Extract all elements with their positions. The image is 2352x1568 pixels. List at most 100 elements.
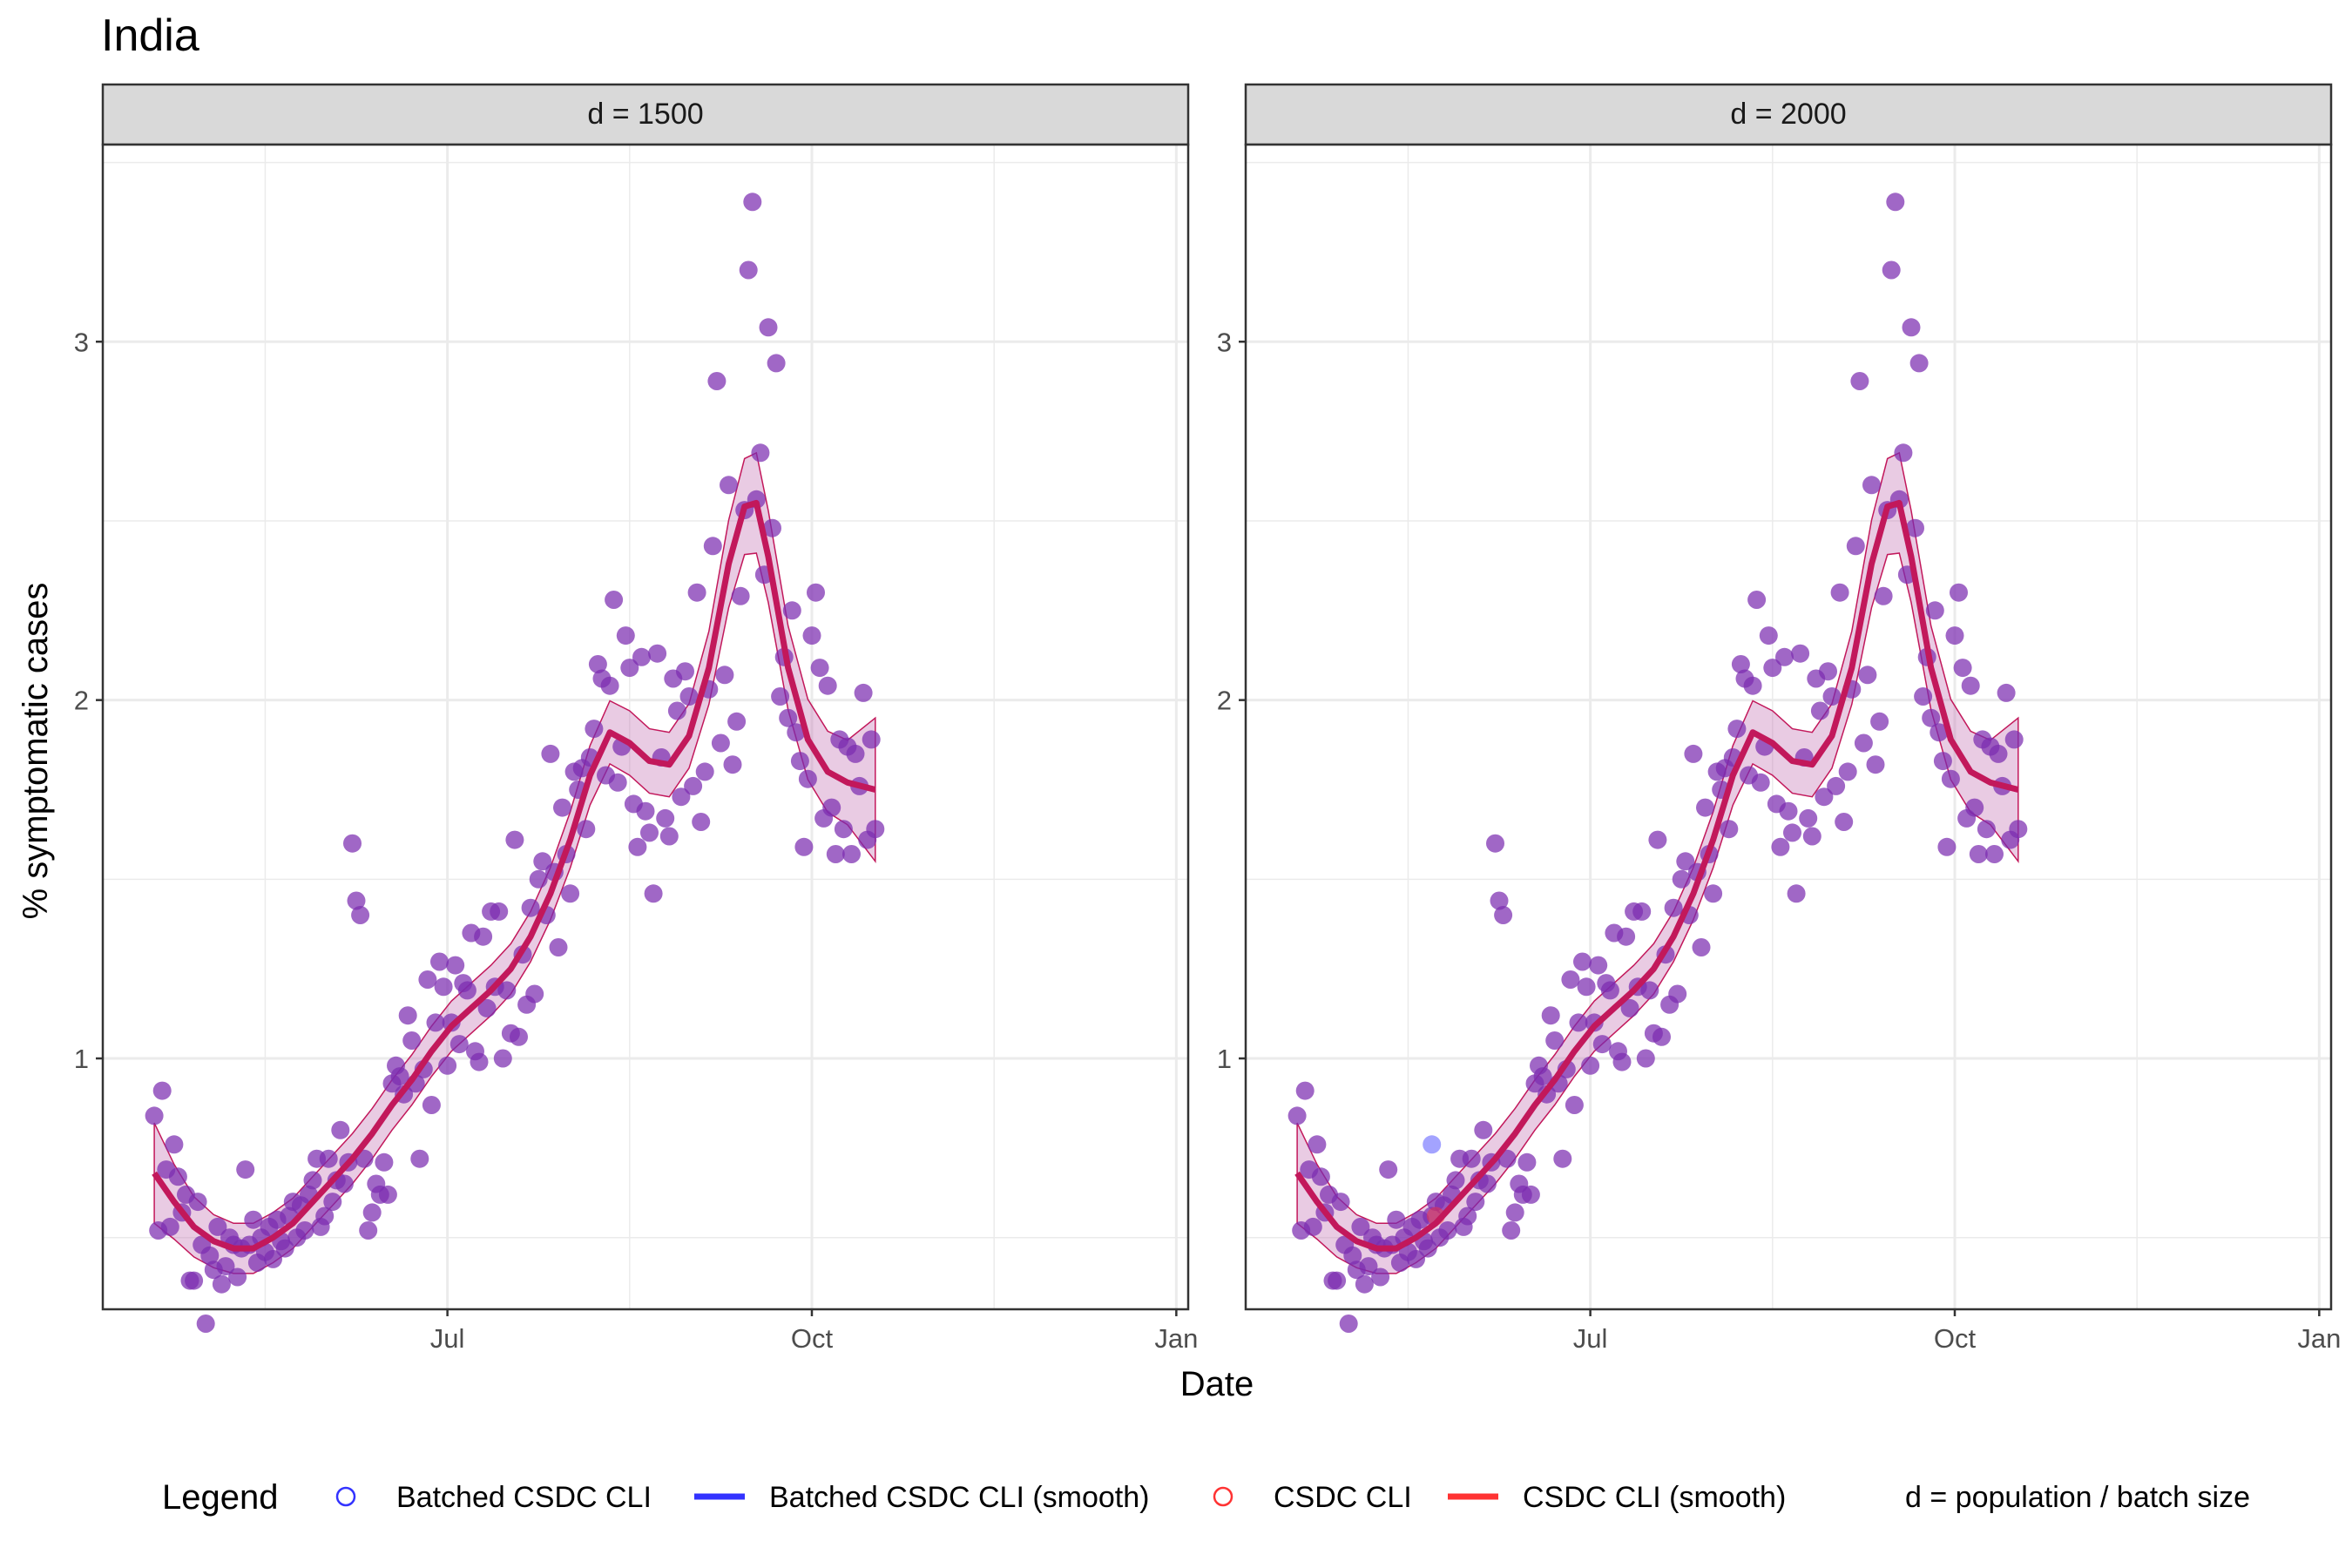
data-point bbox=[1922, 708, 1941, 727]
data-point bbox=[1438, 1221, 1457, 1240]
data-point bbox=[782, 601, 801, 620]
strip-label: d = 2000 bbox=[1730, 98, 1846, 131]
x-tick-label: Oct bbox=[791, 1323, 834, 1354]
data-point bbox=[1941, 769, 1960, 788]
x-tick-label: Jul bbox=[1573, 1323, 1608, 1354]
data-point bbox=[1838, 762, 1857, 781]
data-point bbox=[608, 773, 627, 792]
data-point bbox=[679, 687, 699, 706]
data-point bbox=[1945, 626, 1964, 645]
data-point bbox=[1731, 655, 1750, 673]
data-point bbox=[1617, 927, 1636, 946]
data-point bbox=[1328, 1271, 1347, 1290]
data-point bbox=[720, 476, 738, 495]
data-point bbox=[1581, 1056, 1600, 1075]
data-point bbox=[1387, 1210, 1406, 1229]
data-point bbox=[790, 752, 809, 771]
data-point bbox=[1989, 744, 2008, 763]
x-tick-label: Jan bbox=[2297, 1323, 2341, 1354]
data-point bbox=[1791, 644, 1810, 663]
data-point bbox=[1640, 981, 1659, 1000]
panel-background bbox=[1246, 145, 2331, 1309]
data-point bbox=[1684, 744, 1703, 763]
data-point bbox=[672, 787, 691, 807]
data-point bbox=[1858, 666, 1877, 685]
data-point bbox=[196, 1315, 215, 1333]
data-point bbox=[1446, 1171, 1465, 1190]
data-point bbox=[727, 712, 747, 731]
data-point bbox=[1502, 1221, 1521, 1240]
data-point bbox=[1787, 884, 1806, 903]
data-point bbox=[168, 1167, 187, 1186]
data-point bbox=[359, 1221, 378, 1240]
data-point bbox=[1343, 1246, 1362, 1265]
panel-d-2000: d = 2000 1 2 3 Jul Oct Jan bbox=[1217, 83, 2341, 1354]
data-point bbox=[1533, 1067, 1552, 1086]
y-tick-label: 2 bbox=[1217, 686, 1232, 716]
data-point bbox=[477, 998, 497, 1017]
data-point bbox=[854, 683, 873, 702]
data-point bbox=[1727, 720, 1747, 739]
data-point bbox=[802, 626, 821, 645]
data-point bbox=[1676, 852, 1695, 871]
data-point bbox=[1371, 1267, 1390, 1287]
data-point bbox=[822, 798, 841, 817]
data-point bbox=[398, 1006, 417, 1025]
data-point bbox=[430, 952, 449, 971]
data-point bbox=[160, 1217, 179, 1236]
data-point bbox=[1494, 906, 1513, 924]
y-tick-label: 3 bbox=[74, 327, 89, 357]
data-point bbox=[1696, 798, 1714, 817]
data-point bbox=[505, 830, 524, 849]
data-point bbox=[1620, 998, 1639, 1017]
data-point bbox=[1965, 798, 1984, 817]
data-point bbox=[807, 583, 825, 602]
data-point bbox=[818, 676, 837, 695]
data-point bbox=[771, 687, 790, 706]
data-point bbox=[1819, 662, 1837, 681]
x-axis-title: Date bbox=[1180, 1365, 1254, 1403]
data-point bbox=[1355, 1274, 1374, 1294]
data-point bbox=[1759, 626, 1778, 645]
data-point bbox=[410, 1149, 429, 1168]
data-point bbox=[763, 518, 781, 537]
data-point bbox=[826, 845, 845, 863]
data-point bbox=[648, 644, 667, 663]
data-point bbox=[1541, 1006, 1560, 1025]
data-point bbox=[1351, 1217, 1370, 1236]
data-point bbox=[1692, 938, 1711, 956]
data-point bbox=[490, 902, 509, 921]
data-point bbox=[426, 1013, 445, 1032]
data-point bbox=[1672, 869, 1691, 889]
data-point bbox=[1827, 776, 1846, 795]
data-point bbox=[510, 1027, 528, 1046]
data-point bbox=[1462, 1149, 1481, 1168]
legend: Legend Batched CSDC CLI Batched CSDC CLI… bbox=[162, 1478, 2250, 1517]
data-point bbox=[585, 720, 604, 739]
legend-label-batched: Batched CSDC CLI bbox=[396, 1481, 652, 1514]
data-point bbox=[216, 1257, 235, 1276]
data-point bbox=[1545, 1031, 1565, 1050]
data-point bbox=[525, 984, 544, 1004]
data-point bbox=[600, 676, 619, 695]
data-point bbox=[1930, 723, 1949, 742]
data-point bbox=[1771, 837, 1790, 856]
data-point bbox=[1664, 898, 1683, 917]
chart-title: India bbox=[101, 10, 199, 61]
legend-key-csdc-point bbox=[1213, 1486, 1233, 1507]
data-point bbox=[418, 970, 437, 989]
data-point bbox=[834, 820, 853, 839]
data-point bbox=[1747, 591, 1767, 609]
data-point-offset bbox=[1423, 1135, 1442, 1154]
data-point bbox=[145, 1106, 164, 1125]
data-point bbox=[767, 354, 786, 373]
data-point bbox=[616, 626, 635, 645]
data-point bbox=[640, 823, 659, 842]
legend-label-batched-smooth: Batched CSDC CLI (smooth) bbox=[769, 1481, 1150, 1514]
data-point bbox=[692, 813, 711, 831]
data-point bbox=[703, 537, 722, 556]
data-point bbox=[1339, 1315, 1358, 1333]
data-point bbox=[1997, 683, 2016, 702]
data-point bbox=[1886, 193, 1905, 212]
data-point bbox=[656, 808, 675, 828]
